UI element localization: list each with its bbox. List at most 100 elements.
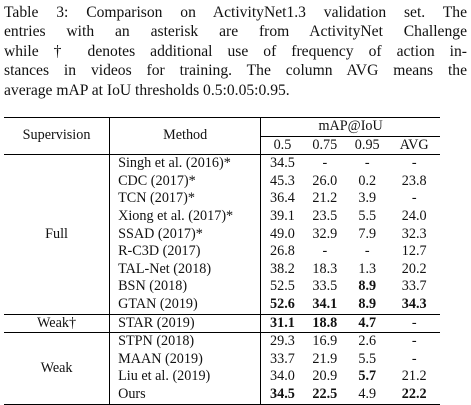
method-name: GTAN (2019) xyxy=(109,295,262,315)
metric-cell: 1.3 xyxy=(358,260,377,277)
metric-cell: 36.4 xyxy=(270,190,295,207)
metric-cell: - xyxy=(303,154,347,173)
header-method: Method xyxy=(109,116,262,155)
table-row: R-C3D (2017) 26.8 - - 12.7 xyxy=(4,243,440,261)
metric-cell: - xyxy=(346,154,389,173)
metric-cell: 21.2 xyxy=(401,368,427,385)
table-row: CDC (2017)* 45.3 26.0 0.2 23.8 xyxy=(4,172,440,191)
metric-cell: - xyxy=(388,154,440,173)
caption-line: entries with an asterisk are from Activi… xyxy=(4,23,467,41)
metric-cell: 4.7 xyxy=(346,313,389,333)
table-row: Full Singh et al. (2016)* 34.5- - - xyxy=(4,154,440,315)
results-table: Supervision Method mAP@IoU 0.5 0.75 0.95… xyxy=(4,116,440,405)
metric-cell: 52.6 xyxy=(270,295,295,312)
metric-cell: 20.9 xyxy=(312,368,338,385)
metric-cell: 34.0 xyxy=(270,368,295,385)
metric-cell: 33.5 xyxy=(312,278,338,295)
metric-cell: 34.5 xyxy=(260,385,304,405)
table-caption: Table 3: Comparison on ActivityNet1.3 va… xyxy=(4,3,467,100)
metric-cell: 22.5 xyxy=(303,385,347,405)
metric-cell: 5.7 xyxy=(358,368,377,385)
table-body: Full Singh et al. (2016)* 34.5- - - CDC (2017… xyxy=(4,154,440,405)
method-name: R-C3D (2017) xyxy=(109,243,262,261)
header-iou-0.95: 0.95 xyxy=(354,136,380,153)
metric-cell: 52.5 xyxy=(270,278,295,295)
metric-cell: 5.5 xyxy=(358,207,377,224)
metric-cell: - xyxy=(388,313,440,333)
metric-cell: 2.6 xyxy=(346,332,389,351)
metric-cell: 18.3 xyxy=(312,260,338,277)
metric-cell: 26.8 xyxy=(270,243,295,260)
method-name: BSN (2018) xyxy=(109,278,262,296)
metric-cell: 7.9 xyxy=(358,225,377,242)
method-name: SSAD (2017)* xyxy=(109,225,262,244)
method-name: Liu et al. (2019) xyxy=(109,368,262,386)
metric-cell: 33.7 xyxy=(401,278,427,295)
metric-cell: 26.0 xyxy=(312,172,338,189)
metric-cell: 34.5 xyxy=(260,154,304,173)
metric-cell: 34.3 xyxy=(401,295,427,312)
metric-cell: 23.5 xyxy=(312,207,338,224)
header-iou-0.5: 0.5 xyxy=(273,136,292,153)
table-row: BSN (2018) 52.5 33.5 8.9 33.7 xyxy=(4,278,440,296)
table-row: Liu et al. (2019) 34.0 20.9 5.7 21.2 xyxy=(4,368,440,386)
method-name: Xiong et al. (2017)* xyxy=(109,207,262,226)
metric-cell: 32.9 xyxy=(312,225,338,242)
metric-cell: 3.9 xyxy=(358,190,377,207)
supervision-label: Weak† xyxy=(4,313,111,333)
metric-cell: 23.8 xyxy=(401,172,427,189)
header-map-iou: mAP@IoU xyxy=(260,117,440,137)
header-iou-0.75: 0.75 xyxy=(312,136,338,153)
metric-cell: 31.1 xyxy=(260,313,304,333)
metric-cell: 34.1 xyxy=(312,295,338,312)
caption-line: Table 3: Comparison on ActivityNet1.3 va… xyxy=(4,4,467,21)
metric-cell: 4.9 xyxy=(346,385,389,405)
table-row: Weak† STAR (2019) 31.1 18.8 4.7- xyxy=(4,313,440,333)
method-name: Ours xyxy=(109,385,262,405)
metric-cell: 32.3 xyxy=(401,225,427,242)
method-name: TCN (2017)* xyxy=(109,190,262,208)
supervision-label: Weak xyxy=(4,332,111,405)
metric-cell: 22.2 xyxy=(388,385,440,405)
metric-cell: - xyxy=(411,190,417,207)
method-name: Singh et al. (2016)* xyxy=(109,154,262,173)
metric-cell: 18.8 xyxy=(303,313,347,333)
table-row: TCN (2017)* 36.4 21.2 3.9 - xyxy=(4,190,440,208)
table-row: Xiong et al. (2017)* 39.1 23.5 5.5 24.0 xyxy=(4,207,440,226)
table-row: Ours 34.5 22.5 4.9 22.2 xyxy=(4,385,440,405)
metric-cell: 24.0 xyxy=(401,207,427,224)
metric-cell: 29.3 xyxy=(260,332,304,351)
method-name: STPN (2018) xyxy=(109,332,262,351)
header-supervision: Supervision xyxy=(4,116,111,155)
metric-cell: - xyxy=(388,332,440,351)
metric-cell: 21.9 xyxy=(312,350,338,367)
table-row: MAAN (2019) 33.7 21.9 5.5 - xyxy=(4,350,440,369)
method-name: TAL-Net (2018) xyxy=(109,260,262,279)
metric-cell: 8.9 xyxy=(358,295,377,312)
table-row: SSAD (2017)* 49.0 32.9 7.9 32.3 xyxy=(4,225,440,244)
method-name: MAAN (2019) xyxy=(109,350,262,369)
metric-cell: 49.0 xyxy=(270,225,295,242)
table-row: Weak STPN (2018) 29.3 16.9 2.6- xyxy=(4,332,440,405)
metric-cell: 20.2 xyxy=(401,260,427,277)
metric-cell: 45.3 xyxy=(270,172,295,189)
metric-cell: - xyxy=(411,350,417,367)
metric-cell: - xyxy=(322,243,328,260)
caption-line: stances in videos for training. The colu… xyxy=(4,62,467,80)
metric-cell: 39.1 xyxy=(270,207,295,224)
caption-line: while † denotes additional use of freque… xyxy=(4,42,467,60)
table-row: GTAN (2019) 52.6 34.1 8.9 34.3 xyxy=(4,295,440,315)
caption-line: average mAP at IoU thresholds 0.5:0.05:0… xyxy=(4,81,290,99)
metric-cell: 16.9 xyxy=(303,332,347,351)
metric-cell: 0.2 xyxy=(358,172,377,189)
metric-cell: 5.5 xyxy=(358,350,377,367)
method-name: STAR (2019) xyxy=(109,313,262,333)
method-name: CDC (2017)* xyxy=(109,172,262,191)
metric-cell: 33.7 xyxy=(270,350,295,367)
supervision-label: Full xyxy=(4,154,111,315)
metric-cell: - xyxy=(364,243,370,260)
metric-cell: 21.2 xyxy=(312,190,338,207)
metric-cell: 38.2 xyxy=(270,260,295,277)
header-avg: AVG xyxy=(399,136,429,153)
metric-cell: 8.9 xyxy=(358,278,377,295)
